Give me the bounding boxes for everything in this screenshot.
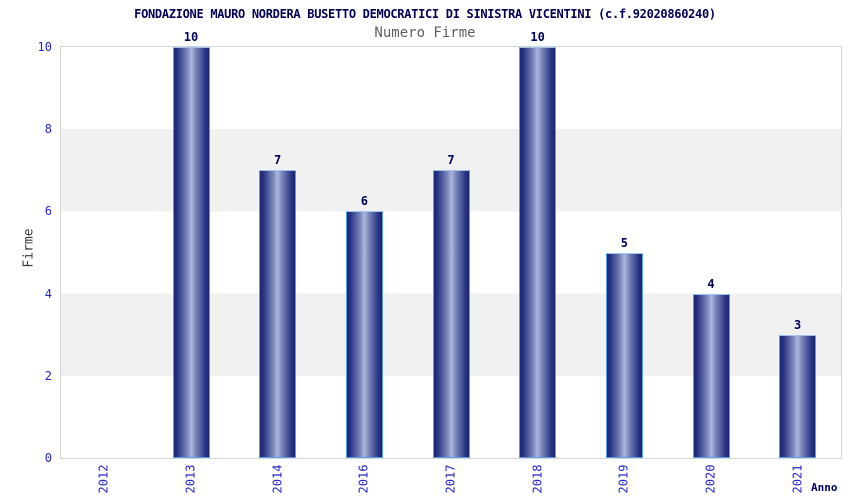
bar-value-label: 6 [360,194,368,209]
y-tick-label-8: 8 [44,122,52,137]
y-tick-label-0: 0 [44,451,52,465]
bar-2017 [432,170,470,458]
bar-2020 [692,293,730,458]
bar-2013 [172,47,210,458]
bar-value-label: 7 [274,153,282,168]
x-axis: 2012 2013 2014 2016 2017 2018 2019 2020 2021 [61,459,841,500]
bar-value-label: 10 [183,30,199,44]
y-axis: 0 2 4 6 8 10 [0,40,54,465]
x-tick-label-2020: 2020 [703,464,718,494]
x-tick-label-2021: 2021 [790,464,805,494]
x-tick-label-2018: 2018 [530,464,545,494]
bar-2018 [519,47,557,458]
bar-value-label: 5 [620,235,628,250]
plot-area: 10 7 6 7 10 5 4 3 [60,31,842,459]
x-tick-label-2013: 2013 [183,464,198,494]
x-tick-label-2012: 2012 [96,464,111,494]
bar-2014 [259,170,297,458]
x-tick-label-2019: 2019 [616,464,631,494]
bar-value-label: 10 [530,30,545,44]
bar-value-label: 7 [447,153,455,168]
chart-title: FONDAZIONE MAURO NORDERA BUSETTO DEMOCRA… [134,7,716,21]
x-tick-label-2016: 2016 [356,464,371,494]
bar-value-label: 3 [794,317,802,332]
bar-2021 [779,334,817,458]
chart-subtitle: Numero Firme [374,25,476,41]
y-tick-label-6: 6 [44,204,52,219]
bar-2019 [605,252,643,458]
x-tick-label-2017: 2017 [443,464,458,494]
x-axis-title: Anno [811,481,838,494]
y-tick-label-2: 2 [44,368,52,383]
bar-value-label: 4 [707,276,715,291]
y-tick-label-4: 4 [44,286,52,301]
bar-2016 [345,211,383,458]
y-tick-label-10: 10 [37,40,52,54]
x-tick-label-2014: 2014 [270,464,285,494]
